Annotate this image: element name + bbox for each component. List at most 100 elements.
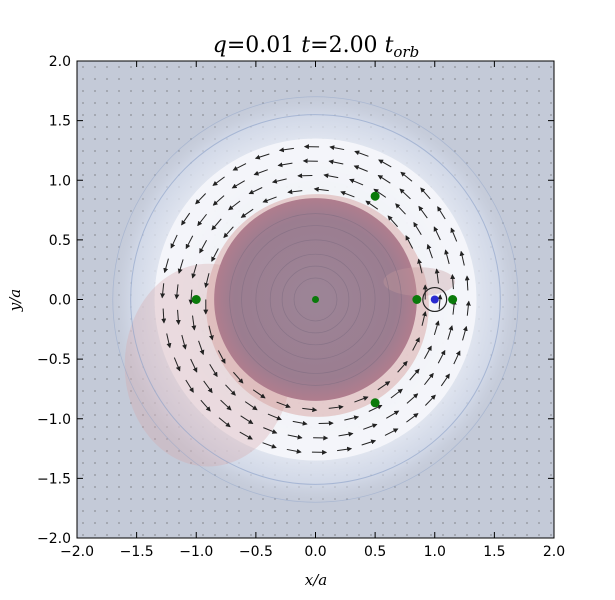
vector-dot <box>418 90 420 92</box>
vector-dot <box>82 534 84 536</box>
vector-dot <box>178 522 180 524</box>
vector-dot <box>526 378 528 380</box>
vector-dot <box>142 90 144 92</box>
x-tick-label: −1.5 <box>120 544 154 560</box>
vector-dot <box>502 150 504 152</box>
vector-dot <box>322 78 324 80</box>
vector-dot <box>106 390 108 392</box>
vector-dot <box>106 258 108 260</box>
vector-dot <box>142 474 144 476</box>
vector-dot <box>466 522 468 524</box>
velocity-arrow <box>420 187 431 200</box>
vector-dot <box>202 534 204 536</box>
vector-dot <box>466 534 468 536</box>
vector-dot <box>538 318 540 320</box>
vector-dot <box>82 174 84 176</box>
vector-dot <box>94 390 96 392</box>
vector-dot <box>106 510 108 512</box>
vector-dot <box>250 510 252 512</box>
vector-dot <box>550 426 552 428</box>
velocity-arrow <box>191 315 197 331</box>
vector-dot <box>154 498 156 500</box>
vector-dot <box>106 66 108 68</box>
vector-dot <box>178 510 180 512</box>
velocity-arrow <box>198 340 205 356</box>
vector-dot <box>154 522 156 524</box>
vector-dot <box>82 498 84 500</box>
vector-dot <box>550 330 552 332</box>
vector-dot <box>382 90 384 92</box>
vector-dot <box>346 66 348 68</box>
vector-dot <box>454 90 456 92</box>
vector-dot <box>94 330 96 332</box>
x-tick-label: −0.5 <box>239 544 273 560</box>
vector-dot <box>274 534 276 536</box>
vector-dot <box>118 198 120 200</box>
vector-dot <box>166 486 168 488</box>
vector-dot <box>82 66 84 68</box>
vector-dot <box>538 378 540 380</box>
vector-dot <box>310 78 312 80</box>
vector-dot <box>190 486 192 488</box>
vector-dot <box>514 510 516 512</box>
vector-dot <box>358 510 360 512</box>
vector-dot <box>202 114 204 116</box>
vector-dot <box>406 498 408 500</box>
vector-dot <box>202 522 204 524</box>
y-tick-label: 2.0 <box>49 54 71 70</box>
vector-dot <box>106 174 108 176</box>
vector-dot <box>466 90 468 92</box>
title-t-value: =2.00 <box>310 33 384 58</box>
vector-dot <box>454 534 456 536</box>
vector-dot <box>538 294 540 296</box>
vector-dot <box>550 66 552 68</box>
vector-dot <box>166 510 168 512</box>
vector-dot <box>526 114 528 116</box>
vector-dot <box>94 510 96 512</box>
velocity-arrow <box>223 226 234 239</box>
velocity-arrow <box>377 381 391 391</box>
vector-dot <box>82 138 84 140</box>
vector-dot <box>514 222 516 224</box>
vector-dot <box>118 174 120 176</box>
velocity-arrow <box>417 258 423 274</box>
vector-dot <box>514 378 516 380</box>
vector-dot <box>454 486 456 488</box>
vector-dot <box>286 522 288 524</box>
title-t-symbol: t <box>301 33 310 58</box>
vector-dot <box>490 138 492 140</box>
vector-dot <box>526 354 528 356</box>
vector-dot <box>466 102 468 104</box>
vector-dot <box>82 318 84 320</box>
vector-dot <box>538 330 540 332</box>
y-tick-label: −0.5 <box>37 352 71 368</box>
vector-dot <box>346 90 348 92</box>
velocity-arrow <box>271 178 287 184</box>
title-q-value: =0.01 <box>227 33 294 58</box>
vector-dot <box>226 66 228 68</box>
vector-dot <box>550 102 552 104</box>
vector-dot <box>106 330 108 332</box>
vector-dot <box>454 78 456 80</box>
velocity-arrow <box>225 384 236 396</box>
vector-dot <box>538 198 540 200</box>
vector-dot <box>466 114 468 116</box>
vector-dot <box>154 474 156 476</box>
vector-dot <box>118 126 120 128</box>
vector-dot <box>370 90 372 92</box>
chart-title: q=0.01 t=2.00 torb <box>213 33 419 61</box>
vector-dot <box>82 150 84 152</box>
vector-dot <box>466 66 468 68</box>
velocity-arrow <box>344 415 360 421</box>
vector-dot <box>262 90 264 92</box>
vector-dot <box>130 498 132 500</box>
vector-dot <box>238 102 240 104</box>
x-tick-label: 1.5 <box>483 544 505 560</box>
vector-dot <box>454 126 456 128</box>
vector-dot <box>94 426 96 428</box>
vector-dot <box>478 114 480 116</box>
y-axis-ticks: −2.0 −1.5 −1.0 −0.5 0.0 0.5 1.0 1.5 2.0 <box>37 54 554 547</box>
vector-dot <box>106 186 108 188</box>
vector-dot <box>238 510 240 512</box>
vector-dot <box>82 90 84 92</box>
